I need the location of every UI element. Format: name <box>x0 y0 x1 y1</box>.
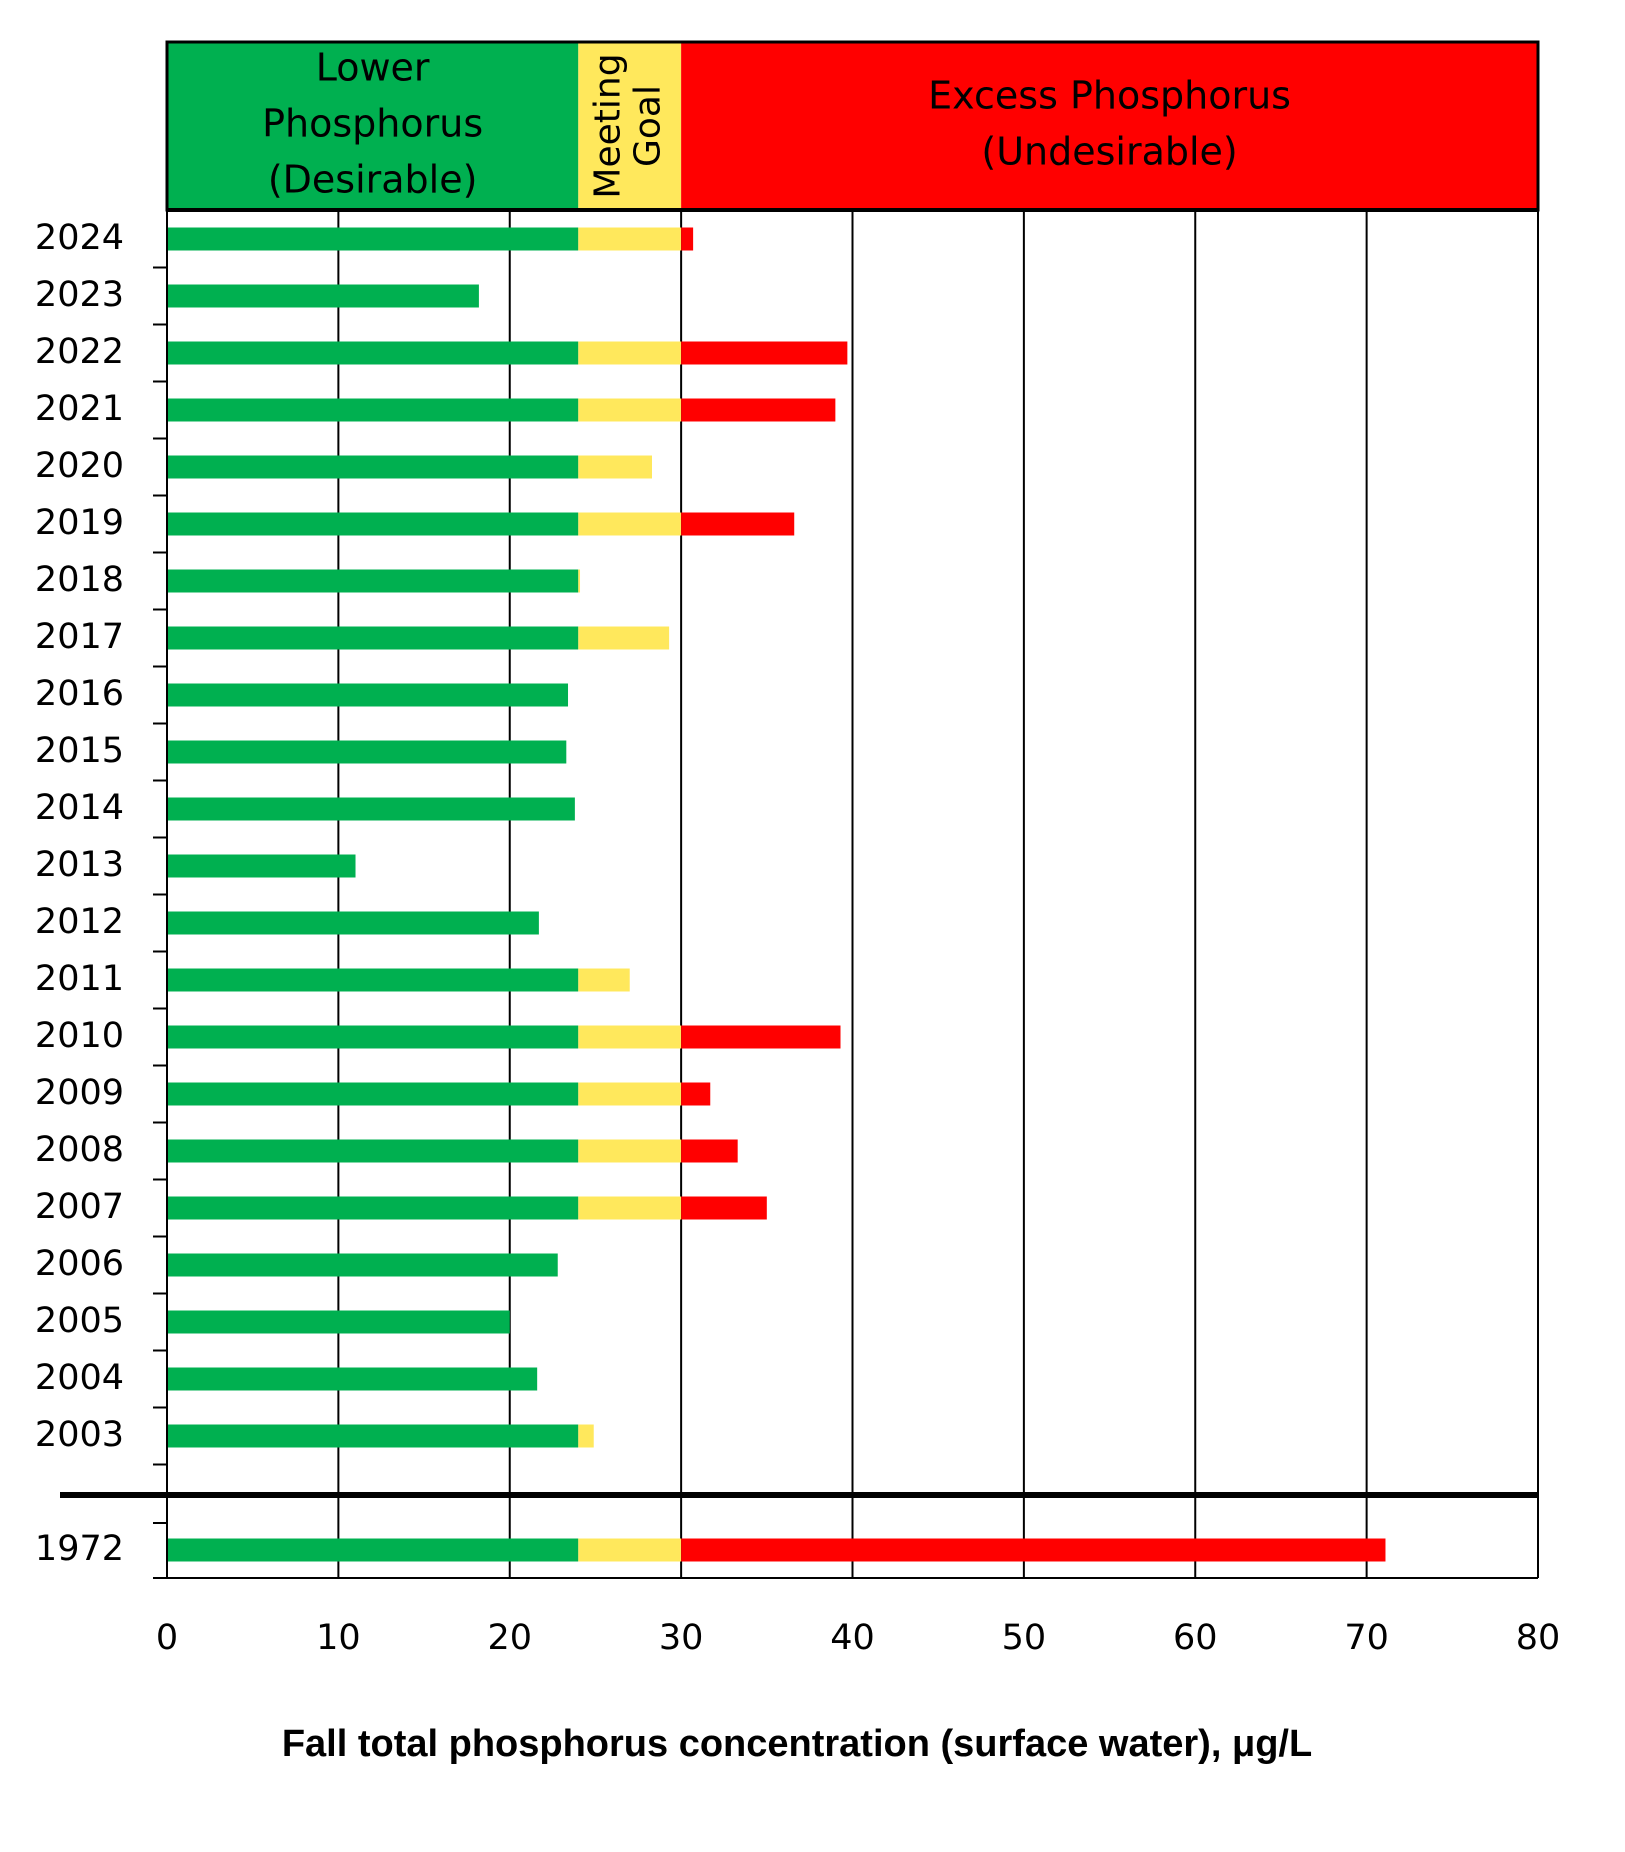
y-tick-label: 2007 <box>35 1187 124 1227</box>
y-tick-label: 2021 <box>35 389 124 429</box>
bar-segment <box>578 1424 594 1448</box>
y-tick-label: 2009 <box>35 1073 124 1113</box>
bar-segment <box>681 227 694 251</box>
bar-segment <box>578 1196 682 1220</box>
zone-label: Goal <box>628 85 669 167</box>
bar-segment <box>578 455 652 479</box>
zone-band <box>578 42 682 210</box>
y-tick-label: 1972 <box>35 1529 124 1569</box>
y-tick-label: 2023 <box>35 275 124 315</box>
zone-band <box>681 42 1538 210</box>
zone-band <box>167 42 579 210</box>
zone-label: Meeting <box>588 53 629 198</box>
x-tick-label: 50 <box>1002 1618 1047 1658</box>
bar-segment <box>167 1139 579 1163</box>
bar-segment <box>578 398 682 422</box>
y-tick-label: 2008 <box>35 1130 124 1170</box>
bar-segment <box>167 1367 538 1391</box>
bar-segment <box>578 968 630 992</box>
bar-segment <box>578 512 682 536</box>
bar-segment <box>681 1082 711 1106</box>
y-tick-label: 2011 <box>35 959 124 999</box>
y-tick-label: 2017 <box>35 617 124 657</box>
bar-segment <box>681 1139 738 1163</box>
bar-segment <box>167 626 579 650</box>
y-tick-label: 2022 <box>35 332 124 372</box>
bar-segment <box>167 1025 579 1049</box>
y-tick-label: 2014 <box>35 788 124 828</box>
y-tick-label: 2018 <box>35 560 124 600</box>
bar-segment <box>167 1253 558 1277</box>
bar-segment <box>681 1196 767 1220</box>
bar-segment <box>578 1538 682 1562</box>
bar-segment <box>681 1538 1386 1562</box>
x-tick-label: 20 <box>487 1618 532 1658</box>
bar-segment <box>167 911 539 935</box>
y-tick-label: 2016 <box>35 674 124 714</box>
y-tick-label: 2012 <box>35 902 124 942</box>
bar-segment <box>681 341 848 365</box>
zone-label: Excess Phosphorus <box>928 74 1291 118</box>
bar-segment <box>167 398 579 422</box>
zone-label: (Desirable) <box>268 158 478 202</box>
bar-segment <box>578 569 581 593</box>
bar-segment <box>167 227 579 251</box>
bar-segment <box>167 341 579 365</box>
bar-segment <box>167 1538 579 1562</box>
bar-segment <box>578 1139 682 1163</box>
bar-segment <box>578 626 670 650</box>
bar-segment <box>167 797 575 821</box>
y-tick-label: 2004 <box>35 1358 124 1398</box>
x-tick-label: 60 <box>1173 1618 1218 1658</box>
bar-segment <box>167 683 569 707</box>
y-tick-label: 2003 <box>35 1415 124 1455</box>
y-tick-label: 2019 <box>35 503 124 543</box>
bar-segment <box>167 740 567 764</box>
bar-segment <box>167 968 579 992</box>
x-tick-label: 40 <box>830 1618 875 1658</box>
x-axis-title: Fall total phosphorus concentration (sur… <box>282 1723 1312 1765</box>
bar-segment <box>167 1196 579 1220</box>
y-tick-label: 2013 <box>35 845 124 885</box>
bar-segment <box>681 398 836 422</box>
x-tick-label: 30 <box>659 1618 704 1658</box>
y-tick-label: 2020 <box>35 446 124 486</box>
bar-segment <box>578 341 682 365</box>
x-tick-label: 0 <box>156 1618 178 1658</box>
zone-label: (Undesirable) <box>981 130 1237 174</box>
bar-segment <box>167 512 579 536</box>
bar-segment <box>167 455 579 479</box>
y-tick-label: 2005 <box>35 1301 124 1341</box>
bar-segment <box>167 569 579 593</box>
y-tick-label: 2006 <box>35 1244 124 1284</box>
y-tick-label: 2010 <box>35 1016 124 1056</box>
bar-segment <box>578 1025 682 1049</box>
y-tick-label: 2015 <box>35 731 124 771</box>
bar-segment <box>681 512 795 536</box>
zone-label: Lower <box>316 46 430 90</box>
x-tick-label: 80 <box>1516 1618 1561 1658</box>
bar-segment <box>167 1424 579 1448</box>
bar-segment <box>578 227 682 251</box>
bar-segment <box>167 284 479 308</box>
y-tick-label: 2024 <box>35 218 124 258</box>
bar-segment <box>167 854 356 878</box>
bar-segment <box>681 1025 841 1049</box>
bar-segment <box>167 1310 510 1334</box>
x-tick-label: 10 <box>316 1618 361 1658</box>
bar-segment <box>167 1082 579 1106</box>
bar-segment <box>578 1082 682 1106</box>
zone-label: Phosphorus <box>262 102 483 146</box>
x-tick-label: 70 <box>1344 1618 1389 1658</box>
